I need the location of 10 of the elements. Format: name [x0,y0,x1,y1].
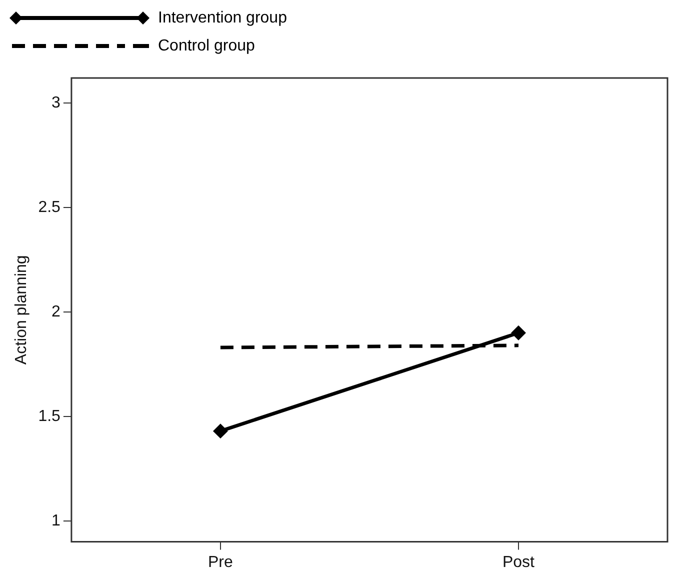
legend-label: Control group [158,37,256,54]
y-tick-label: 2 [52,303,61,320]
y-tick-label: 1 [52,512,61,530]
y-tick-label: 1.5 [38,408,61,425]
x-tick-label: Pre [208,554,234,571]
y-axis-title: Action planning [13,255,30,365]
y-tick-label: 3 [52,94,61,112]
x-tick-label: Post [502,554,536,571]
y-tick-label: 2.5 [38,198,61,216]
legend-label: Intervention group [158,9,288,26]
